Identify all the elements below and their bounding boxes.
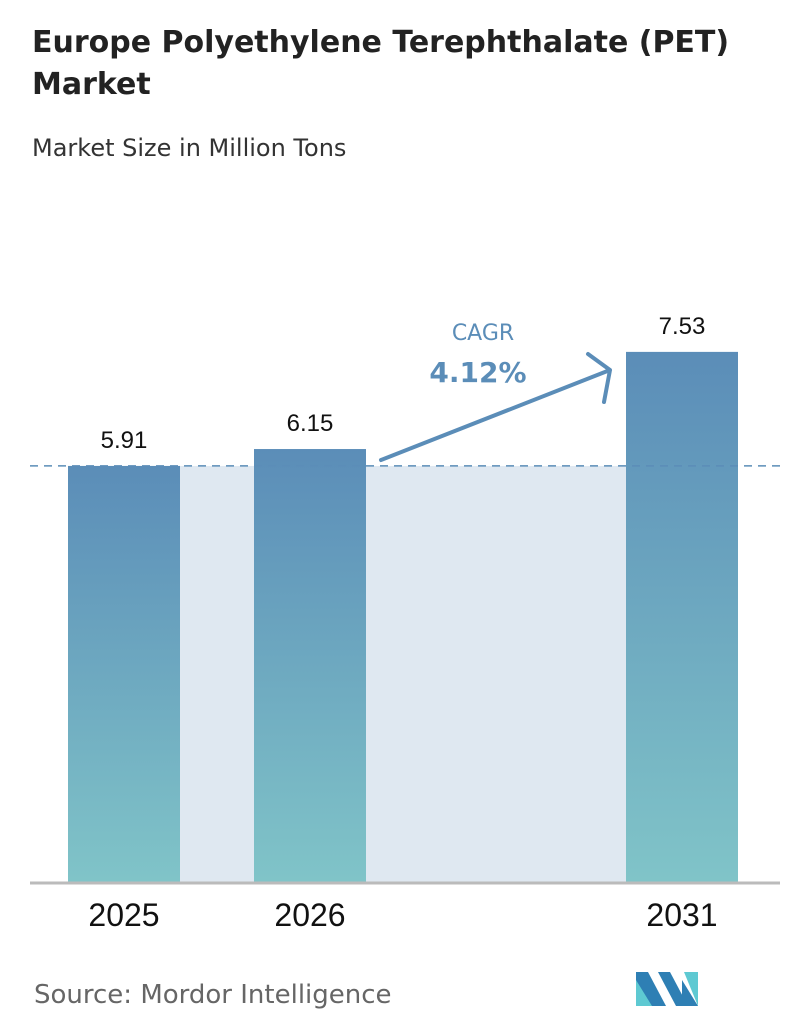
cagr-label: CAGR <box>452 321 514 346</box>
cagr-arrow <box>379 352 612 462</box>
bar-2026 <box>254 449 366 882</box>
bar-2025 <box>68 465 180 882</box>
cagr-value: 4.12% <box>429 356 526 389</box>
chart-subtitle: Market Size in Million Tons <box>32 134 347 162</box>
chart-title: Europe Polyethylene Terephthalate (PET) … <box>32 25 730 102</box>
x-tick-2031: 2031 <box>646 897 717 933</box>
data-label-2031: 7.53 <box>659 313 706 340</box>
x-tick-2025: 2025 <box>88 897 159 933</box>
shaded-region <box>180 465 626 882</box>
data-label-2025: 5.91 <box>101 427 148 454</box>
x-tick-2026: 2026 <box>274 897 345 933</box>
data-label-2026: 6.15 <box>287 410 334 437</box>
bar-2031 <box>626 351 738 882</box>
mordor-logo <box>636 972 698 1006</box>
source-text: Source: Mordor Intelligence <box>34 980 392 1010</box>
